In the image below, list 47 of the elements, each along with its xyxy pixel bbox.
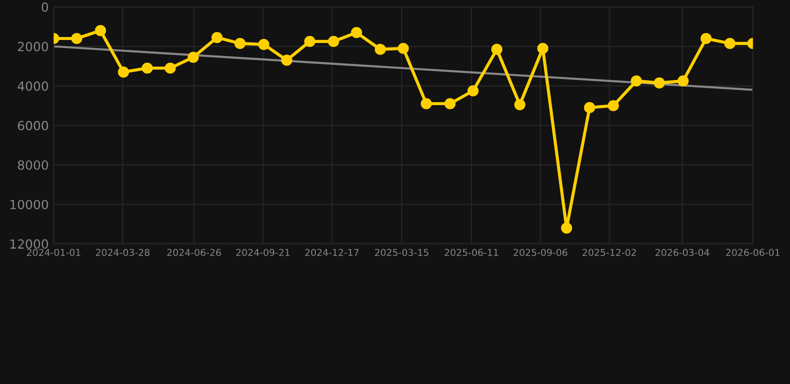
- x-tick-label: 2026-06-01: [726, 248, 780, 256]
- y-tick-label: 4000: [18, 81, 48, 91]
- x-tick-label: 2025-09-06: [514, 248, 568, 256]
- point: [234, 38, 246, 49]
- point: [71, 32, 82, 44]
- point: [608, 100, 619, 112]
- point: [142, 62, 153, 74]
- y-tick-label: 10000: [10, 200, 48, 210]
- x-tick-label: 2025-06-11: [444, 248, 498, 256]
- point: [444, 98, 456, 110]
- point: [420, 98, 432, 110]
- point: [188, 52, 199, 63]
- point: [700, 32, 712, 44]
- point: [467, 85, 479, 96]
- x-tick-label: 2024-09-21: [236, 248, 290, 256]
- point: [654, 77, 665, 88]
- point: [118, 66, 130, 78]
- point: [630, 75, 642, 87]
- point: [258, 38, 270, 50]
- point: [561, 222, 572, 234]
- x-tick-label: 2024-06-26: [167, 248, 221, 256]
- y-tick-label: 0: [42, 2, 48, 12]
- point: [514, 99, 526, 110]
- x-tick-label: 2024-12-17: [305, 248, 359, 256]
- point: [211, 32, 223, 44]
- point: [584, 102, 596, 114]
- point: [724, 38, 736, 49]
- y-tick-label: 6000: [18, 120, 48, 130]
- point: [304, 36, 316, 48]
- point: [374, 44, 386, 55]
- x-tick-label: 2025-03-15: [374, 248, 428, 256]
- point: [678, 75, 689, 87]
- y-tick-label: 12000: [10, 239, 48, 249]
- point: [398, 42, 409, 54]
- x-tick-label: 2026-03-04: [656, 248, 710, 256]
- point: [94, 25, 106, 36]
- point: [350, 27, 362, 38]
- y-tick-label: 8000: [18, 160, 48, 170]
- x-tick-label: 2025-12-02: [582, 248, 636, 256]
- point: [281, 54, 292, 66]
- x-tick-label: 2024-03-28: [96, 248, 150, 256]
- x-tick-label: 2024-01-01: [26, 248, 80, 256]
- point: [164, 62, 176, 74]
- point: [537, 42, 548, 54]
- point: [328, 36, 340, 48]
- y-tick-label: 2000: [18, 42, 48, 52]
- point: [491, 44, 502, 55]
